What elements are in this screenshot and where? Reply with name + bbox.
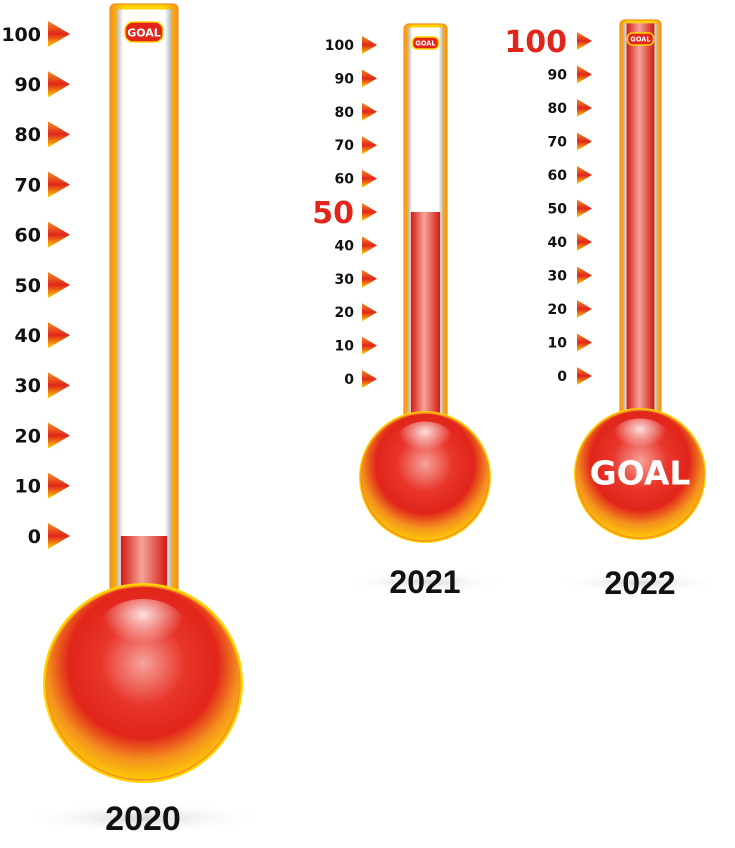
- scale-label: 90: [335, 71, 355, 87]
- scale-label: 40: [15, 325, 41, 347]
- bulb-goal-label: GOAL: [590, 454, 691, 493]
- ground-shadow: [342, 571, 508, 593]
- scale-tick-marker: [577, 166, 592, 184]
- scale-tick-marker: [48, 422, 70, 449]
- bulb: [45, 585, 241, 781]
- scale-tick-marker: [362, 136, 377, 155]
- scale-label: 0: [557, 369, 567, 385]
- scale-label: 0: [28, 526, 41, 548]
- scale-label: 50: [548, 202, 568, 218]
- scale-label: 80: [335, 105, 355, 121]
- scale-tick-marker: [577, 99, 592, 117]
- thermometer-2021: 0 10 20 30 40 50 60 70 80 90 100 GOAL 2021: [312, 23, 508, 600]
- scale-tick-marker: [48, 221, 70, 248]
- scale-tick-marker: [362, 269, 377, 288]
- scale-tick-marker: [48, 272, 70, 298]
- goal-tag-label: GOAL: [630, 36, 651, 44]
- scale-label: 80: [548, 101, 568, 117]
- scale-label: 0: [344, 372, 354, 388]
- scale-label: 20: [548, 302, 568, 318]
- scale-label: 100: [325, 38, 354, 54]
- year-label: 2022: [604, 565, 675, 601]
- goal-tag: GOAL: [626, 32, 655, 46]
- scale-tick-marker: [577, 300, 592, 318]
- scale-tick-marker: [48, 171, 70, 198]
- scale-tick-marker: [362, 370, 377, 388]
- scale-label: 60: [548, 168, 568, 184]
- scale-tick-marker: [362, 69, 377, 88]
- scale-tick-marker: [577, 266, 592, 285]
- scale-tick-marker: [48, 71, 70, 98]
- highlight-value-label: 50: [312, 196, 354, 231]
- scale-tick-marker: [48, 322, 70, 349]
- goal-tag-label: GOAL: [415, 40, 436, 48]
- scale-tick-marker: [48, 472, 70, 499]
- scale-tick-marker: [577, 333, 592, 352]
- scale-label: 70: [335, 138, 355, 154]
- scale-tick-marker: [577, 132, 592, 151]
- goal-tag-badge: [124, 21, 164, 43]
- scale-tick-marker: [48, 523, 70, 549]
- bulb-shine: [98, 599, 188, 663]
- scale-label: 30: [15, 375, 41, 397]
- goal-tag-badge: [626, 32, 655, 46]
- scale-tick-marker: [362, 336, 377, 355]
- bulb-shine: [610, 418, 670, 461]
- thermometer-2022: 0 10 20 30 40 50 60 70 80 90 100 GOAL GOAL 2022: [504, 19, 723, 601]
- scale-tick-marker: [577, 32, 592, 50]
- bulb: [575, 409, 705, 539]
- bulb-shine: [395, 421, 455, 464]
- highlight-value-label: 100: [504, 25, 567, 60]
- mercury-column: [626, 23, 655, 428]
- scale-tick-marker: [577, 199, 592, 218]
- scale-label: 80: [15, 124, 41, 146]
- scale-tick-marker: [362, 303, 377, 322]
- thermometer-2020: 0 10 20 30 40 50 60 70 80 90 100 GOAL 2020: [1, 3, 268, 838]
- goal-tag: GOAL: [124, 21, 164, 43]
- tube-glass: [116, 9, 172, 600]
- scale-tick-marker: [362, 169, 377, 188]
- scale-tick-marker: [48, 21, 70, 47]
- scale-label: 10: [15, 476, 41, 498]
- scale-label: 20: [15, 425, 41, 447]
- scale-label: 10: [548, 336, 568, 352]
- year-label: 2020: [105, 800, 181, 838]
- ground-shadow: [557, 572, 723, 594]
- scale-label: 40: [548, 235, 568, 251]
- scale-label: 90: [548, 68, 568, 84]
- scale-label: 90: [15, 74, 41, 96]
- scale-label: 20: [335, 305, 355, 321]
- scale-label: 70: [548, 135, 568, 151]
- scale-label: 30: [335, 272, 355, 288]
- scale-tick-marker: [577, 65, 592, 84]
- scale-label: 10: [335, 339, 355, 355]
- scale-tick-marker: [362, 203, 377, 221]
- scale-label: 70: [15, 174, 41, 196]
- scale-label: 60: [335, 172, 355, 188]
- scale-label: 100: [1, 24, 41, 46]
- scale-tick-marker: [362, 236, 377, 255]
- goal-tag-label: GOAL: [127, 26, 161, 39]
- scale-tick-marker: [48, 372, 70, 399]
- scale-label: 50: [15, 275, 41, 297]
- goal-tag: GOAL: [411, 36, 440, 50]
- ground-shadow: [18, 802, 268, 835]
- goal-tag-badge: [411, 36, 440, 50]
- mercury-column: [410, 212, 441, 431]
- scale-tick-marker: [577, 367, 592, 385]
- bulb: [360, 412, 490, 542]
- scale-label: 30: [548, 269, 568, 285]
- scale-label: 40: [335, 238, 355, 254]
- scale-label: 60: [15, 225, 41, 247]
- scale-tick-marker: [577, 233, 592, 251]
- year-label: 2021: [389, 564, 460, 600]
- scale-tick-marker: [362, 36, 377, 54]
- scale-tick-marker: [362, 102, 377, 121]
- scale-tick-marker: [48, 121, 70, 148]
